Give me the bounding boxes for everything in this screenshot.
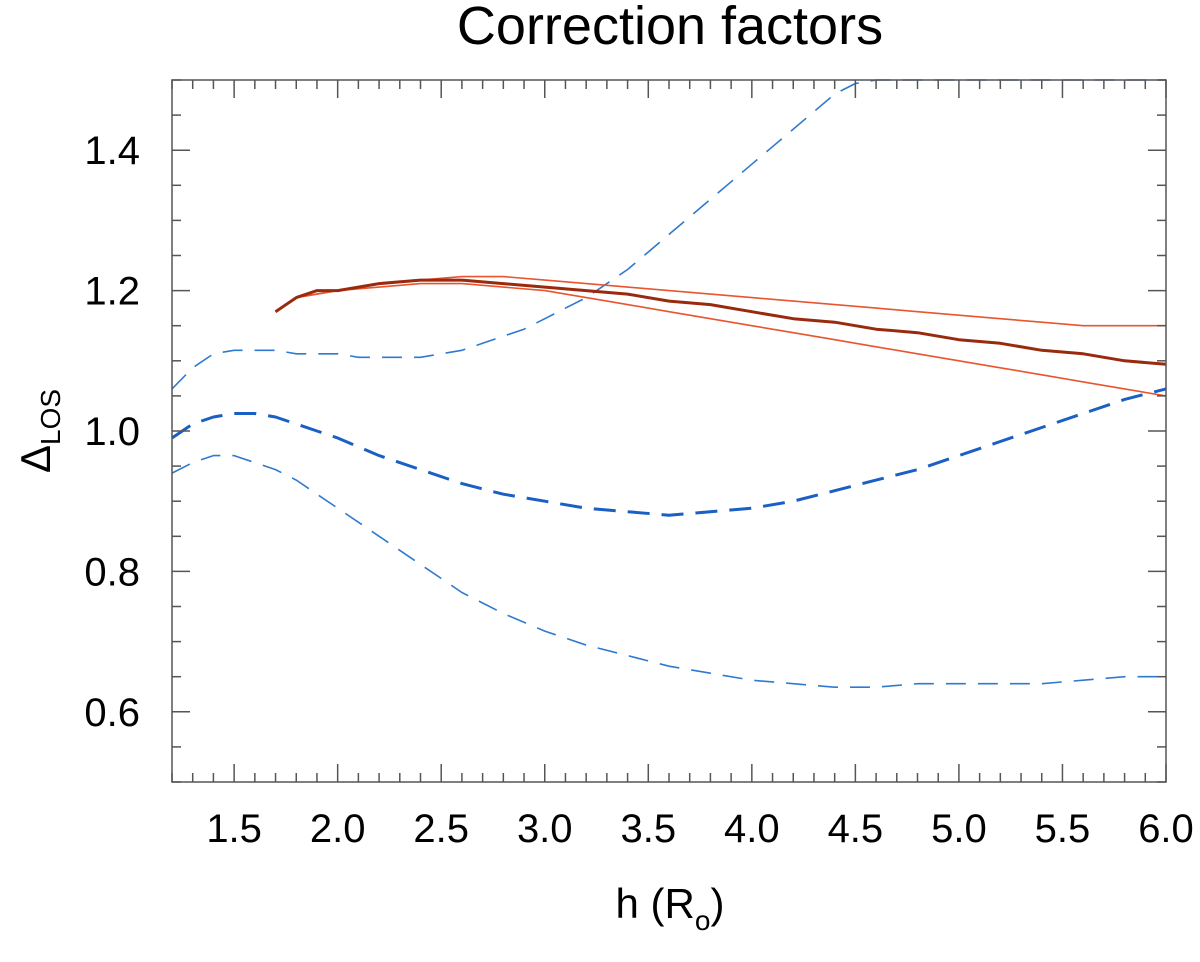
y-tick-labels: 0.6 0.8 1.0 1.2 1.4 — [84, 129, 140, 735]
x-axis-label-main: h (R — [616, 880, 695, 927]
y-axis-label: ΔLOS — [12, 389, 66, 473]
series-line-5 — [275, 282, 1167, 397]
y-axis-label-sub: LOS — [35, 389, 66, 445]
series-layer — [171, 79, 1167, 688]
x-tick-label-5.0: 5.0 — [931, 807, 987, 851]
x-tick-label-4.0: 4.0 — [724, 807, 780, 851]
x-tick-label-2.5: 2.5 — [413, 807, 469, 851]
series-line-2 — [171, 387, 1167, 517]
series-line-1 — [171, 79, 1166, 390]
x-tick-label-4.5: 4.5 — [828, 807, 884, 851]
y-tick-label-0.8: 0.8 — [84, 550, 140, 594]
x-tick-labels: 1.5 2.0 2.5 3.0 3.5 4.0 4.5 5.0 5.5 6.0 — [206, 807, 1193, 851]
series-line-6 — [274, 278, 1167, 366]
chart-title: Correction factors — [457, 0, 883, 56]
x-tick-label-5.5: 5.5 — [1035, 807, 1091, 851]
y-axis-label-main: Δ — [12, 445, 59, 473]
tick-layer — [171, 79, 1167, 783]
x-tick-label-1.5: 1.5 — [206, 807, 262, 851]
x-tick-label-3.0: 3.0 — [517, 807, 573, 851]
y-tick-label-1.4: 1.4 — [84, 129, 140, 173]
x-tick-label-6.0: 6.0 — [1138, 807, 1194, 851]
series-line-3 — [171, 454, 1166, 688]
y-tick-label-1.2: 1.2 — [84, 270, 140, 314]
y-tick-label-0.6: 0.6 — [84, 691, 140, 735]
x-tick-label-2.0: 2.0 — [310, 807, 366, 851]
x-axis-label-close: ) — [710, 880, 724, 927]
x-tick-label-3.5: 3.5 — [620, 807, 676, 851]
x-axis-label: h (Ro) — [616, 880, 725, 936]
y-tick-label-1.0: 1.0 — [84, 410, 140, 454]
x-axis-label-sub: o — [695, 905, 711, 936]
